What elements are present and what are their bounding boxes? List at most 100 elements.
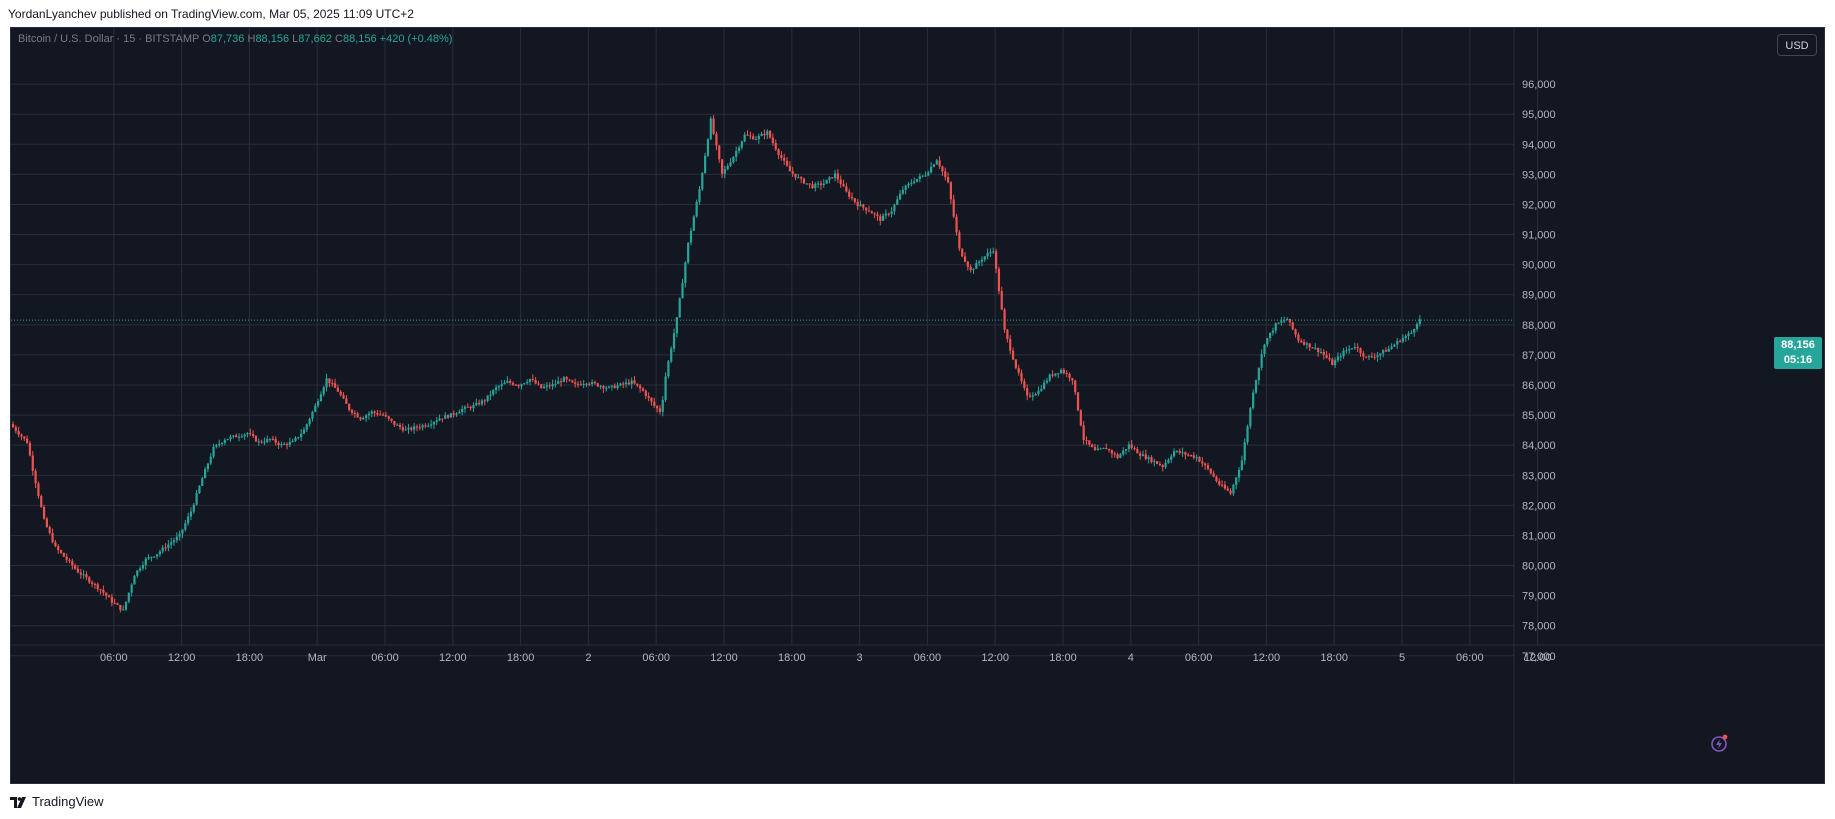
- candle-body: [396, 424, 399, 426]
- candle-body: [1051, 374, 1054, 376]
- candle-body: [466, 406, 469, 408]
- candle-body: [610, 385, 613, 387]
- candle-body: [288, 442, 291, 445]
- candle-body: [1167, 459, 1170, 463]
- symbol-legend: Bitcoin / U.S. Dollar · 15 · BITSTAMP O8…: [18, 33, 452, 45]
- candle-body: [1212, 473, 1215, 477]
- price-tick-label: 96,000: [1522, 79, 1556, 91]
- candle-body: [1009, 338, 1012, 351]
- candle-body: [1359, 348, 1362, 354]
- candle-body: [1362, 353, 1365, 357]
- currency-button[interactable]: USD: [1777, 34, 1817, 56]
- candle-body: [949, 182, 952, 200]
- candle-body: [1249, 407, 1252, 427]
- candle-body: [551, 384, 554, 387]
- candle-body: [249, 433, 252, 435]
- candle-body: [48, 527, 51, 533]
- candle-body: [79, 572, 82, 575]
- price-tick-label: 79,000: [1522, 591, 1556, 603]
- candle-body: [593, 382, 597, 384]
- candle-body: [427, 425, 430, 427]
- candle-body: [1147, 457, 1150, 459]
- candle-body: [548, 385, 551, 387]
- candle-body: [995, 251, 998, 269]
- candle-body: [1068, 373, 1071, 379]
- candle-body: [415, 426, 419, 428]
- candle-body: [523, 383, 526, 385]
- candle-body: [856, 201, 859, 207]
- candle-body: [545, 385, 549, 387]
- candle-body: [636, 383, 639, 386]
- candle-body: [1195, 457, 1198, 459]
- candle-body: [444, 415, 447, 419]
- bar-countdown: 05:16: [1783, 354, 1813, 366]
- candle-body: [59, 550, 63, 553]
- candle-body: [800, 177, 803, 179]
- candle-body: [209, 456, 212, 464]
- candle-body: [187, 516, 190, 524]
- price-tick-label: 88,000: [1522, 320, 1556, 332]
- candle-body: [161, 547, 164, 552]
- candle-body: [1110, 450, 1114, 454]
- candle-body: [972, 268, 975, 271]
- candle-body: [791, 171, 794, 174]
- candle-body: [907, 183, 910, 186]
- candle-body: [1057, 373, 1060, 375]
- candle-body: [1370, 356, 1373, 358]
- candle-body: [1201, 461, 1204, 464]
- candle-body: [68, 559, 71, 561]
- candle-body: [955, 216, 958, 233]
- candle-body: [1266, 338, 1269, 345]
- candle-body: [862, 204, 865, 208]
- candle-body: [616, 385, 619, 389]
- candle-body: [904, 185, 907, 190]
- candle-body: [961, 248, 964, 257]
- candle-body: [887, 213, 890, 215]
- time-tick-label: 18:00: [1049, 652, 1077, 664]
- candle-body: [252, 434, 255, 437]
- assistant-icon[interactable]: [1708, 732, 1730, 754]
- candle-body: [825, 179, 828, 184]
- candle-body: [65, 556, 68, 560]
- candle-body: [901, 189, 904, 194]
- candle-body: [260, 441, 263, 443]
- candle-body: [1074, 380, 1077, 393]
- candle-body: [367, 413, 371, 416]
- candlestick-chart[interactable]: 96,000 95,000 94,000 93,000 92,000 91,000 90,0…: [11, 28, 1824, 783]
- candle-body: [503, 382, 506, 385]
- candle-body: [664, 376, 667, 400]
- candle-body: [461, 408, 464, 413]
- high-value: 88,156: [255, 33, 290, 45]
- candle-body: [170, 542, 173, 545]
- candle-body: [1223, 484, 1227, 489]
- candle-body: [164, 547, 167, 549]
- candle-body: [715, 133, 718, 146]
- candle-body: [322, 387, 325, 395]
- candle-body: [605, 387, 608, 389]
- candle-body: [305, 424, 308, 430]
- candle-body: [139, 568, 142, 571]
- candle-body: [726, 165, 729, 170]
- candle-body: [720, 159, 724, 174]
- candle-body: [359, 417, 362, 420]
- candle-body: [639, 385, 642, 389]
- candle-body: [280, 444, 283, 446]
- candle-body: [624, 382, 628, 385]
- candle-body: [88, 577, 91, 583]
- candle-body: [26, 438, 29, 444]
- candle-body: [136, 570, 139, 576]
- price-tick-label: 83,000: [1522, 470, 1556, 482]
- candle-body: [435, 420, 438, 423]
- candle-body: [1079, 410, 1082, 426]
- candle-body: [1331, 359, 1334, 366]
- chart-panel[interactable]: 96,000 95,000 94,000 93,000 92,000 91,000 90,0…: [10, 27, 1825, 784]
- candle-body: [579, 384, 582, 386]
- candle-body: [893, 204, 896, 212]
- candle-body: [1096, 448, 1099, 451]
- candle-body: [1170, 456, 1173, 460]
- candle-body: [311, 411, 314, 419]
- candle-body: [774, 143, 777, 150]
- candle-body: [729, 162, 732, 166]
- candle-body: [376, 412, 379, 415]
- candle-body: [698, 189, 701, 202]
